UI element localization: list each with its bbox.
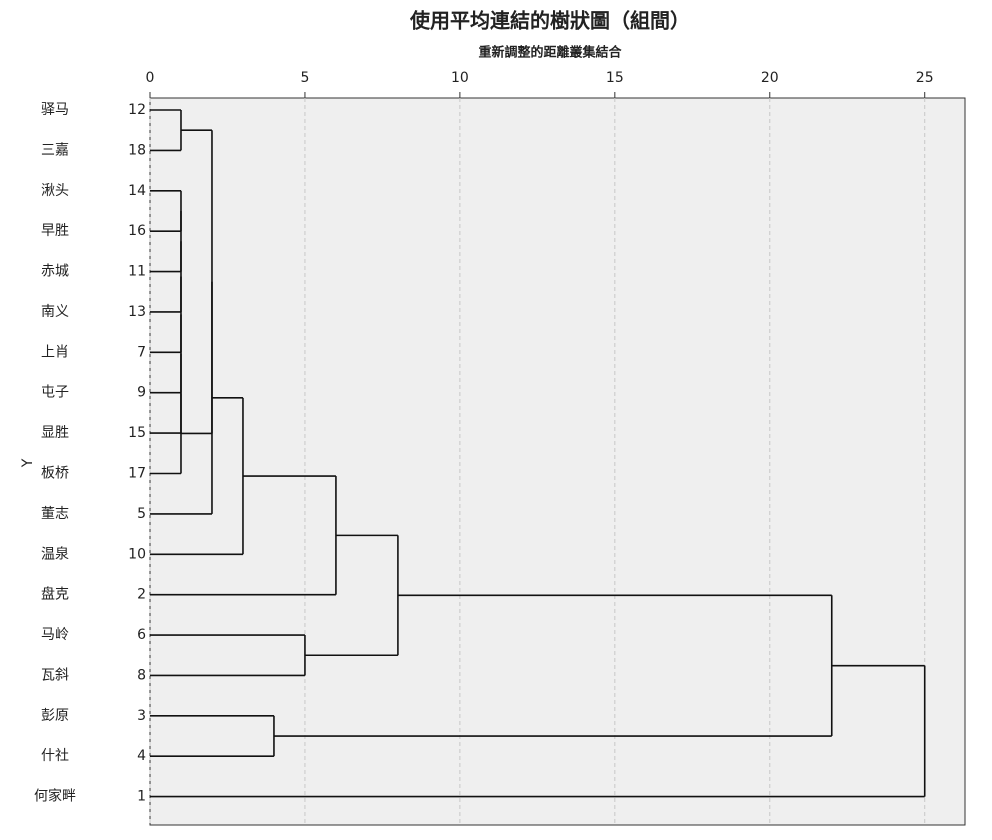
leaf-label: 盘克 xyxy=(41,586,69,603)
leaf-case: 12 xyxy=(128,102,146,118)
leaf-label: 瓦斜 xyxy=(41,667,69,683)
leaf-label: 屯子 xyxy=(41,385,69,401)
x-axis-label: 重新調整的距離叢集結合 xyxy=(478,45,622,61)
x-tick-label: 20 xyxy=(761,70,779,86)
leaf-label: 显胜 xyxy=(41,425,69,441)
chart-title: 使用平均連結的樹狀圖（組間） xyxy=(409,9,690,33)
leaf-label: 什社 xyxy=(41,748,69,764)
x-tick-label: 15 xyxy=(606,70,624,86)
leaf-case: 6 xyxy=(137,627,146,643)
leaf-label: 三嘉 xyxy=(41,142,69,158)
leaf-label: 彭原 xyxy=(41,708,69,724)
leaf-label: 赤城 xyxy=(41,264,69,280)
x-tick-label: 5 xyxy=(300,70,309,86)
y-axis-label: Y xyxy=(20,458,36,468)
leaf-label: 早胜 xyxy=(41,223,69,239)
leaf-label: 董志 xyxy=(41,506,69,522)
x-tick-label: 0 xyxy=(146,70,155,86)
leaf-case: 5 xyxy=(137,506,146,522)
leaf-case: 14 xyxy=(128,183,146,199)
plot-area xyxy=(149,97,966,826)
leaf-label: 板桥 xyxy=(41,466,69,482)
leaf-case: 4 xyxy=(137,748,146,764)
leaf-label: 湫头 xyxy=(41,183,69,199)
leaf-label: 温泉 xyxy=(41,545,69,562)
x-tick-label: 10 xyxy=(451,70,469,86)
x-tick-label: 25 xyxy=(916,70,934,86)
leaf-case: 2 xyxy=(137,587,146,603)
leaf-case: 8 xyxy=(137,667,146,683)
leaf-label: 上肖 xyxy=(41,344,69,360)
leaf-label: 南义 xyxy=(41,304,69,320)
leaf-label: 驿马 xyxy=(41,102,69,118)
leaf-case: 18 xyxy=(128,142,146,158)
leaf-case: 11 xyxy=(128,264,146,280)
leaf-case: 15 xyxy=(128,425,146,441)
leaf-case: 9 xyxy=(137,385,146,401)
leaf-case: 16 xyxy=(128,223,146,239)
leaf-label: 马岭 xyxy=(41,627,69,643)
leaf-case: 1 xyxy=(137,789,146,805)
leaf-case: 10 xyxy=(128,546,146,562)
leaf-case: 17 xyxy=(128,466,146,482)
leaf-case: 13 xyxy=(128,304,146,320)
leaf-label: 何家畔 xyxy=(34,788,76,805)
leaf-case: 3 xyxy=(137,708,146,724)
leaf-case: 7 xyxy=(137,344,146,360)
